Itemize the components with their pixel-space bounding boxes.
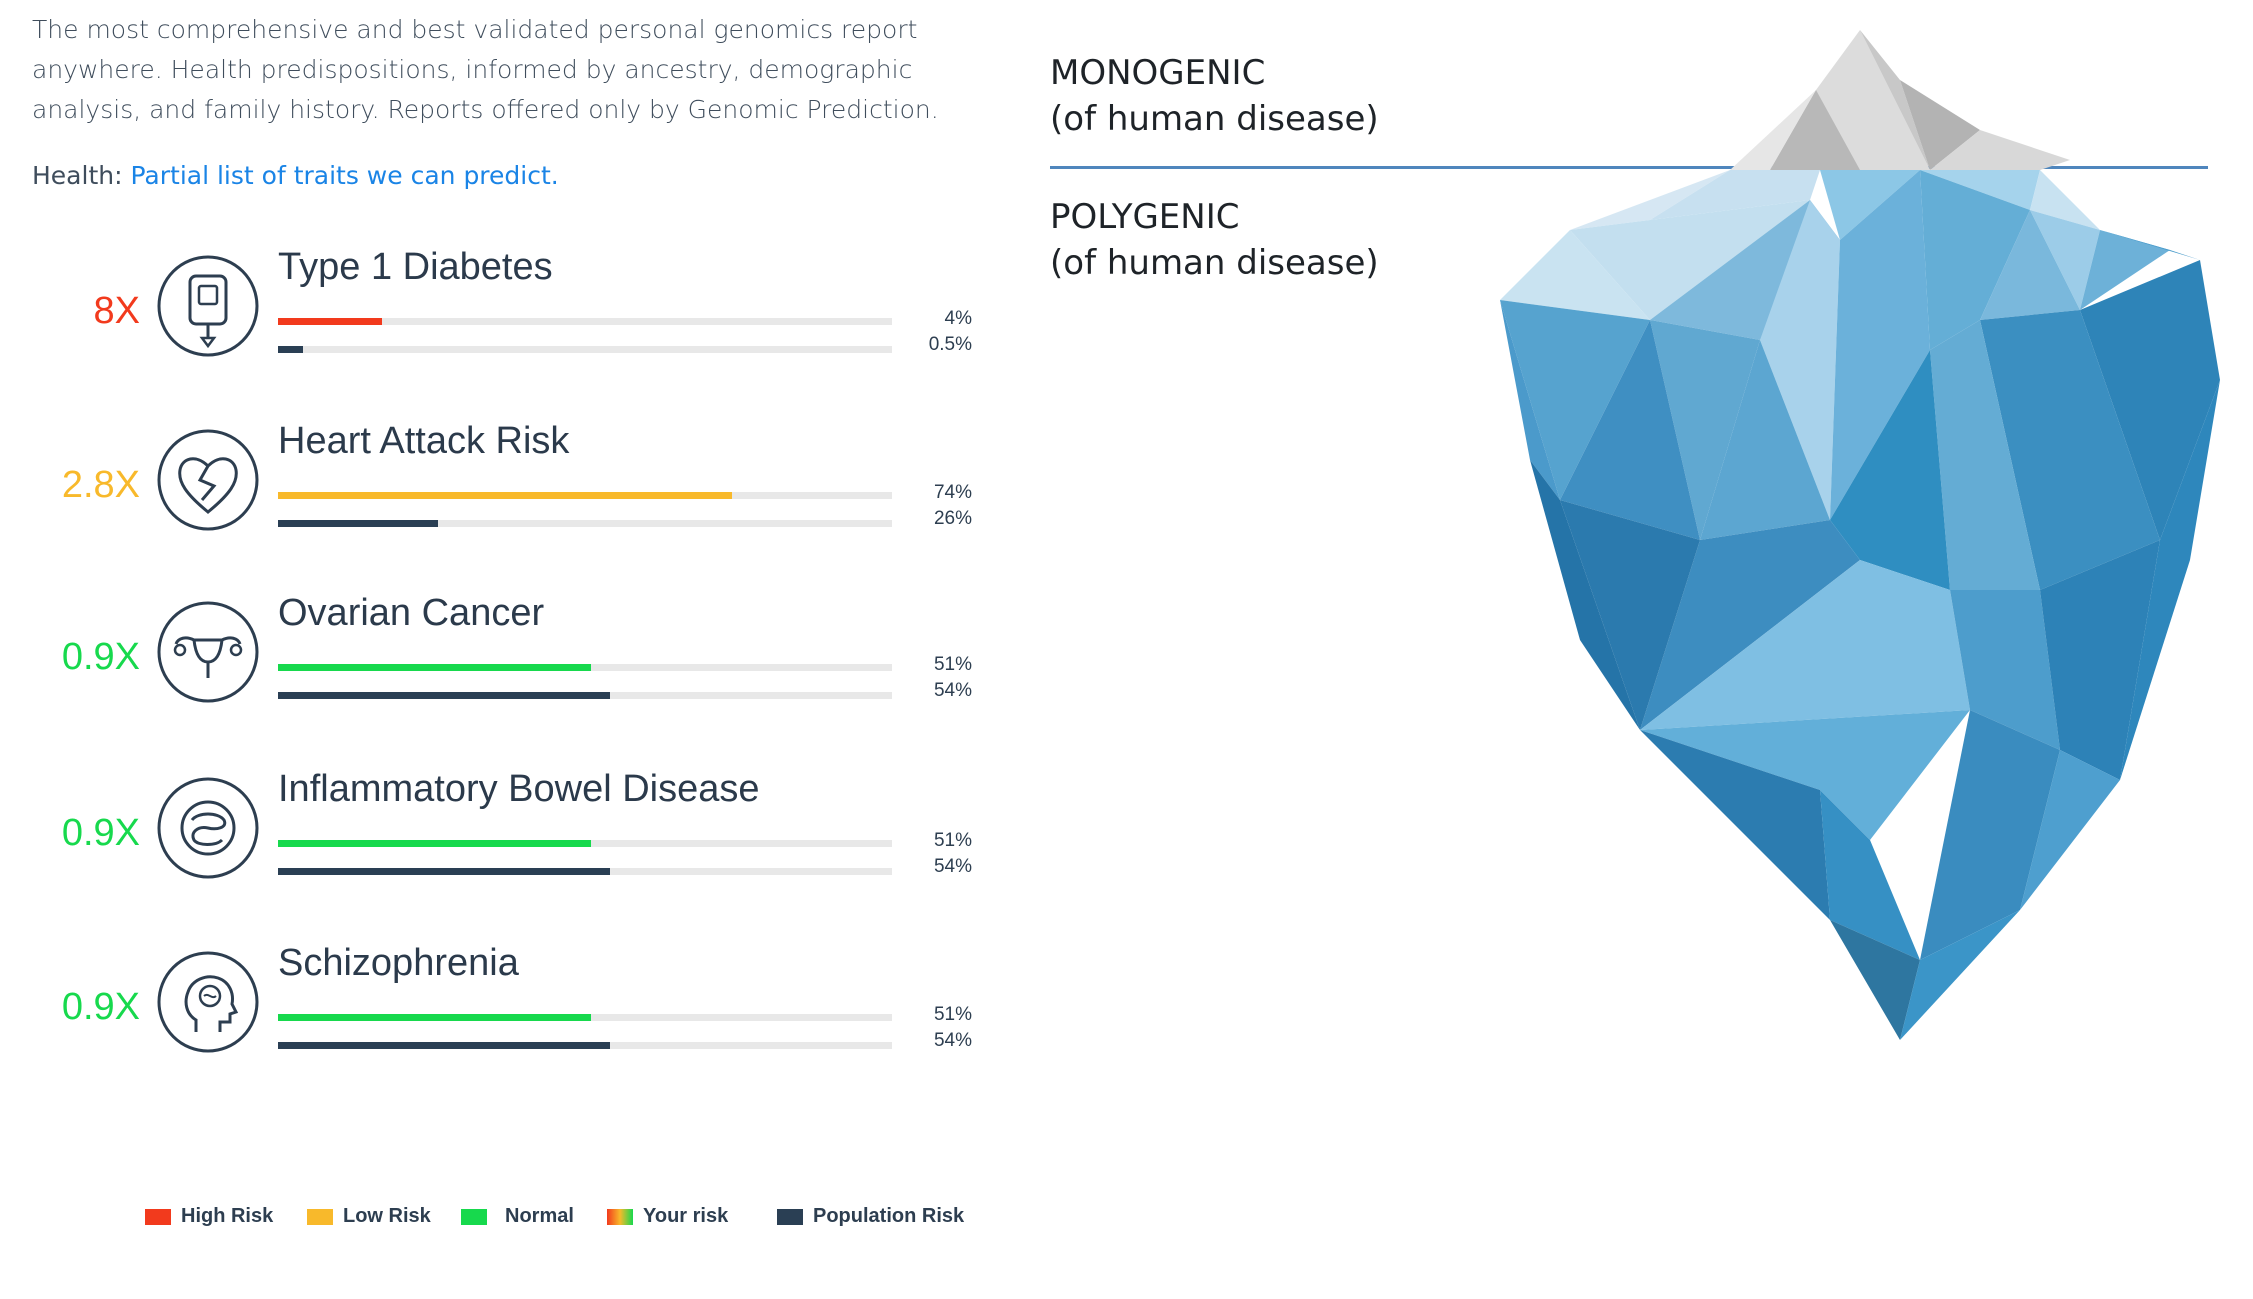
legend-item-population-risk: Population Risk [777,1205,964,1228]
your-risk-value: 74% [933,482,972,503]
risk-multiplier: 8X [93,290,140,332]
trait-name: Schizophrenia [278,942,519,984]
your-risk-track [278,492,892,499]
population-risk-track [278,868,892,875]
your-risk-bar [278,664,592,671]
trait-row: 2.8X Heart Attack Risk 74% 26% [0,420,1000,540]
iceberg-illustration [1500,30,2220,1040]
health-label: Health: [32,161,123,190]
population-risk-bar [278,520,438,527]
risk-multiplier: 0.9X [61,812,140,854]
trait-row: 0.9X Inflammatory Bowel Disease 51% 54% [0,768,1000,888]
population-risk-bar [278,692,610,699]
your-risk-track [278,1014,892,1021]
legend-item-your-risk: Your risk [607,1205,728,1228]
your-risk-bar [278,492,733,499]
population-risk-value: 54% [933,856,972,877]
risk-multiplier: 0.9X [61,986,140,1028]
your-risk-track [278,840,892,847]
head-brain-icon [156,950,260,1054]
your-risk-bar [278,840,592,847]
intestines-icon [156,776,260,880]
trait-row: 0.9X Schizophrenia 51% 54% [0,942,1000,1062]
trait-name: Inflammatory Bowel Disease [278,768,760,810]
population-risk-value: 54% [933,680,972,701]
uterus-icon [156,600,260,704]
your-risk-track [278,664,892,671]
waterline [1050,166,2208,169]
legend-swatch [307,1208,333,1225]
legend-swatch [607,1208,633,1225]
traits-list-link[interactable]: Partial list of traits we can predict. [130,161,559,190]
legend-swatch [777,1208,803,1225]
population-risk-track [278,692,892,699]
trait-row: 8X Type 1 Diabetes 4% 0.5% [0,246,1000,366]
population-risk-track [278,520,892,527]
population-risk-bar [278,1042,610,1049]
legend-item-high-risk: High Risk [145,1205,273,1228]
broken-heart-icon [156,428,260,532]
your-risk-bar [278,318,383,325]
risk-multiplier: 0.9X [61,636,140,678]
legend-swatch [461,1208,487,1225]
population-risk-bar [278,346,303,353]
population-risk-value: 54% [933,1030,972,1051]
your-risk-track [278,318,892,325]
health-line: Health: Partial list of traits we can pr… [32,158,559,194]
monogenic-label: MONOGENIC (of human disease) [1050,53,1379,139]
population-risk-value: 0.5% [928,334,972,355]
population-risk-bar [278,868,610,875]
your-risk-value: 4% [944,308,972,329]
insulin-pump-icon [156,254,260,358]
legend-swatch [145,1208,171,1225]
intro-paragraph: The most comprehensive and best validate… [32,15,939,124]
population-risk-track [278,346,892,353]
polygenic-label: POLYGENIC (of human disease) [1050,197,1379,283]
legend-item-low-risk: Low Risk [307,1205,431,1228]
your-risk-value: 51% [933,654,972,675]
population-risk-track [278,1042,892,1049]
legend-item-normal: Normal [461,1205,574,1228]
risk-multiplier: 2.8X [61,464,140,506]
your-risk-value: 51% [933,1004,972,1025]
trait-name: Heart Attack Risk [278,420,570,462]
population-risk-value: 26% [933,508,972,529]
your-risk-bar [278,1014,592,1021]
your-risk-value: 51% [933,830,972,851]
trait-name: Ovarian Cancer [278,592,545,634]
trait-name: Type 1 Diabetes [278,246,553,288]
trait-row: 0.9X Ovarian Cancer 51% 54% [0,592,1000,712]
